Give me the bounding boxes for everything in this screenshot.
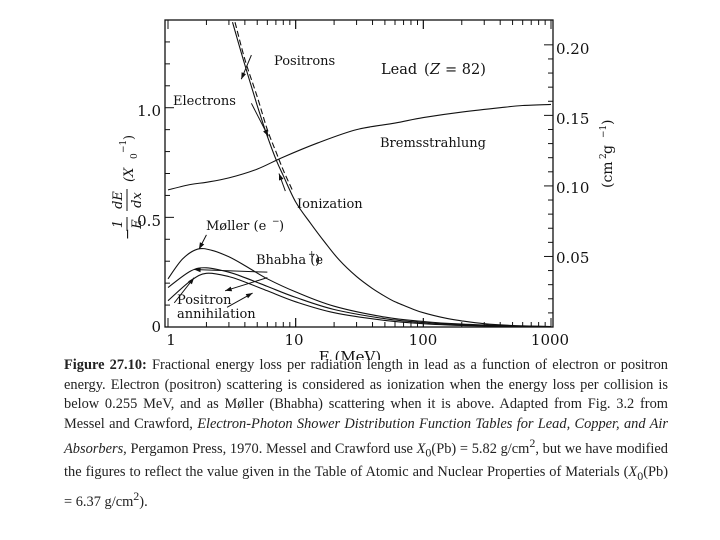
caption-text: , but we have modified the figures to re…: [64, 440, 669, 481]
x-tick-label: 10: [284, 331, 303, 349]
svg-text:g: g: [600, 145, 616, 154]
x-axis-title: E (MeV): [319, 348, 382, 360]
caption-text: ).: [139, 493, 148, 510]
caption-label: Figure 27.10:: [64, 357, 147, 373]
arrow-bhabha-1: [194, 269, 268, 273]
caption-sub: 0: [637, 469, 644, 484]
svg-text:): ): [122, 135, 137, 140]
label-ionization: Ionization: [297, 197, 363, 212]
caption-text: (Pb) = 5.82 g/cm: [431, 440, 530, 457]
axis-ticks: [165, 19, 553, 328]
arrow-electrons-head: [263, 129, 269, 137]
label-annihilation: annihilation: [177, 307, 256, 322]
arrow-bhabha-1-head: [194, 267, 201, 273]
caption-text: Fractional energy loss per radiation len…: [64, 357, 668, 432]
svg-text:(cm: (cm: [600, 161, 616, 188]
x-tick-label: 100: [409, 331, 438, 349]
y2-tick-label: 0.05: [556, 249, 589, 267]
svg-text:2: 2: [599, 153, 609, 159]
label-bremsstrahlung: Bremsstrahlung: [380, 136, 486, 151]
svg-text:Bhabha (e: Bhabha (e: [256, 253, 323, 268]
svg-text:(: (: [424, 62, 430, 78]
svg-text:Møller (e: Møller (e: [206, 219, 267, 234]
arrow-positrons-head: [241, 72, 246, 80]
caption-sup: 2: [133, 488, 140, 503]
y2-tick-label: 0.10: [556, 179, 589, 197]
svg-text:dE: dE: [111, 191, 126, 209]
label-electrons: Electrons: [173, 94, 236, 109]
svg-text:−: −: [120, 228, 136, 240]
caption-book-title: Electron-Photon Shower Distribution Func…: [64, 415, 668, 457]
label-moller: Møller (e − ): [206, 217, 284, 234]
data-series: [167, 22, 552, 328]
figure-caption: Figure 27.10: Fractional energy loss per…: [64, 356, 668, 534]
label-positrons: Positrons: [274, 54, 335, 69]
svg-text:E: E: [130, 219, 145, 230]
y-axis-title-left: − 1 E dE dx (X 0 −1 ): [111, 135, 145, 240]
svg-text:): ): [600, 120, 616, 125]
svg-text:): ): [315, 253, 320, 268]
svg-text:): ): [279, 219, 284, 234]
label-annihilation: Positron: [177, 293, 232, 308]
svg-text:−1: −1: [119, 140, 129, 153]
arrow-moller-head: [199, 242, 205, 250]
y-tick-label: 0.5: [137, 212, 161, 230]
y2-tick-label: 0.15: [556, 110, 589, 128]
svg-text:+: +: [308, 250, 316, 260]
series-line-ionization: [231, 22, 552, 328]
x-tick-label: 1000: [531, 331, 569, 349]
svg-text:−1: −1: [599, 125, 609, 138]
arrow-ionization-head: [279, 173, 284, 181]
label-bhabha: Bhabha (e + ): [256, 250, 323, 268]
y-tick-label: 0: [151, 318, 161, 336]
svg-text:−: −: [272, 217, 280, 227]
svg-text:0: 0: [130, 153, 140, 159]
chart-title: Lead ( Z = 82): [381, 62, 486, 78]
svg-text:1: 1: [111, 220, 126, 228]
arrow-bhabha-2-head: [225, 286, 233, 292]
series-line-bhabha-e: [167, 267, 552, 328]
y-axis-title-right: (cm 2 g −1 ): [599, 120, 616, 188]
caption-sub: 0: [425, 445, 432, 460]
y-tick-label: 1.0: [137, 102, 161, 120]
svg-text:(X: (X: [122, 167, 137, 182]
caption-symbol: X: [416, 440, 426, 457]
svg-text:dx: dx: [130, 192, 145, 208]
caption-symbol: X: [628, 464, 638, 481]
arrow-bhabha-2: [224, 277, 268, 292]
series-line-positron-annihilation: [167, 272, 552, 328]
energy-loss-chart: 1 10 100 1000 E (MeV) 0 0.5 1.0 0.05 0.1…: [111, 19, 616, 360]
arrow-annihilation-2-head: [245, 293, 253, 299]
svg-text:Z: Z: [429, 62, 441, 78]
annotation-arrows: [173, 54, 286, 308]
arrow-annihilation-head: [188, 277, 195, 285]
svg-text:Lead: Lead: [381, 62, 417, 78]
caption-sup: 2: [529, 436, 536, 450]
y2-tick-label: 0.20: [556, 40, 589, 58]
caption-text: (Pb) = 6.37 g/cm: [64, 464, 668, 510]
x-tick-label: 1: [166, 331, 176, 349]
caption-text: , Pergamon Press, 1970. Messel and Crawf…: [123, 440, 417, 457]
svg-text:= 82): = 82): [445, 62, 486, 78]
series-line-bremsstrahlung: [167, 103, 552, 191]
plot-frame: [164, 19, 554, 328]
